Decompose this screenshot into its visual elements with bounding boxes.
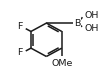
Text: F: F [17, 48, 23, 57]
Text: B: B [74, 19, 80, 28]
Text: OH: OH [84, 24, 99, 33]
Text: OH: OH [84, 11, 99, 20]
Text: OMe: OMe [51, 59, 72, 68]
Text: F: F [17, 22, 23, 32]
